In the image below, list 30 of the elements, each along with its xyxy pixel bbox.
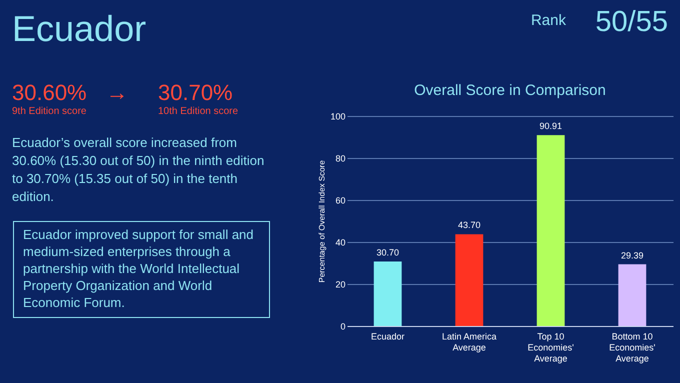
bar [536, 135, 565, 326]
y-tick-label: 80 [335, 154, 346, 164]
text: → [106, 80, 128, 106]
bar [618, 264, 646, 326]
y-tick-label: 40 [335, 238, 346, 248]
x-tick-label: Latin America Average [442, 332, 497, 352]
text: 30.60% [12, 80, 87, 106]
data-label: 29.39 [620, 250, 644, 260]
chart-title: Overall Score in Comparison [414, 82, 606, 99]
data-label: 30.70 [376, 248, 400, 258]
x-tick-label: Bottom 10 Economies' Average [609, 332, 656, 364]
text: Rank [530, 12, 566, 29]
data-label: 43.70 [458, 220, 481, 230]
y-axis-title: Percentage of Overall Index Score [317, 160, 326, 283]
bar [374, 262, 402, 326]
data-label: 90.91 [539, 121, 562, 132]
text: 50/55 [595, 6, 668, 39]
text: Ecuador improved support for small and medium-sized enterprises through a partnership with the World Intellectual Property Organization and World Economic Forum. [13, 221, 270, 318]
x-tick-label: Top 10 Economies' Average [528, 332, 574, 364]
y-tick-label: 20 [335, 280, 346, 290]
text: 9th Edition score [12, 106, 86, 117]
y-tick-label: 0 [340, 322, 346, 332]
x-tick-label: Ecuador [370, 332, 405, 342]
text: 30.70% [158, 80, 233, 106]
text: 10th Edition score [158, 106, 238, 117]
y-tick-label: 100 [330, 112, 346, 122]
y-tick-label: 60 [335, 196, 346, 206]
text: Ecuador [12, 8, 146, 50]
text: Ecuador’s overall score increased from 30.60% (15.30 out of 50) in the ninth edition to 30.70% (15.35 out of 50) in the tenth edition. [12, 134, 266, 206]
bar [455, 234, 484, 326]
